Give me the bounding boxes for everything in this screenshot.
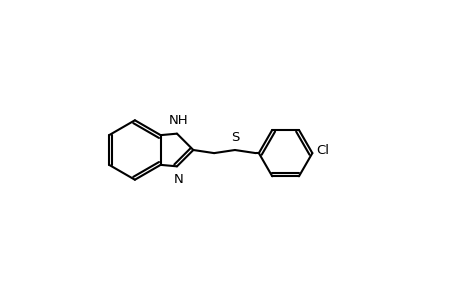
Text: NH: NH: [168, 114, 188, 127]
Text: N: N: [173, 173, 183, 186]
Text: S: S: [230, 131, 239, 144]
Text: Cl: Cl: [315, 144, 328, 157]
